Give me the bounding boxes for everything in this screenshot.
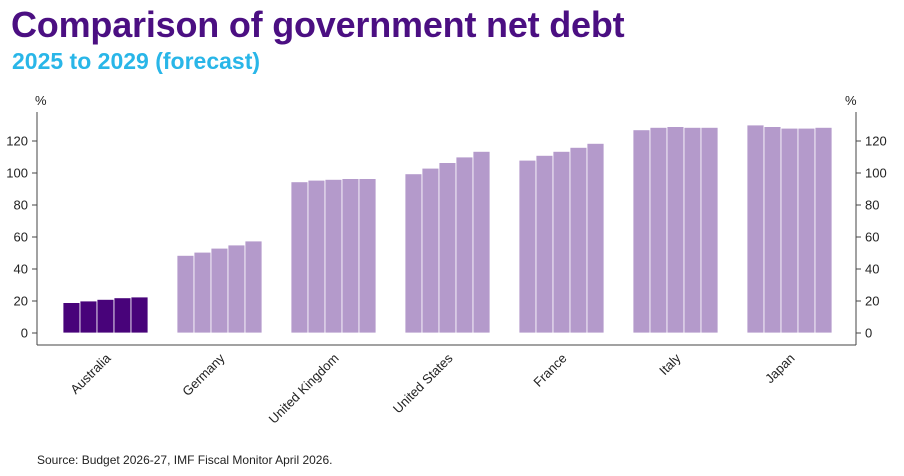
source-note: Source: Budget 2026-27, IMF Fiscal Monit… bbox=[37, 453, 333, 467]
bar-france-5 bbox=[586, 142, 605, 334]
y-tick-label-left: 40 bbox=[14, 262, 28, 277]
bar-united-states-5 bbox=[472, 150, 491, 334]
y-tick-label-right: 40 bbox=[865, 262, 879, 277]
bar-germany-1 bbox=[176, 254, 195, 334]
chart-subtitle: 2025 to 2029 (forecast) bbox=[12, 48, 261, 74]
bar-germany-3 bbox=[210, 247, 229, 334]
bar-united-states-2 bbox=[421, 167, 440, 334]
bar-australia-2 bbox=[79, 300, 98, 334]
bar-italy-5 bbox=[700, 127, 719, 334]
bar-australia-3 bbox=[96, 298, 115, 334]
y-unit-right: % bbox=[845, 93, 857, 108]
bar-germany-4 bbox=[227, 244, 246, 334]
x-category-label: United Kingdom bbox=[266, 351, 342, 427]
bar-japan-3 bbox=[780, 127, 799, 334]
x-category-label: Japan bbox=[762, 351, 798, 387]
x-category-label: France bbox=[530, 351, 569, 390]
chart-title: Comparison of government net debt bbox=[11, 4, 625, 45]
y-tick-label-right: 80 bbox=[865, 198, 879, 213]
bar-italy-3 bbox=[666, 126, 685, 334]
bar-france-3 bbox=[552, 150, 571, 334]
bar-italy-2 bbox=[649, 127, 668, 334]
bar-australia-1 bbox=[62, 302, 81, 334]
bar-united-kingdom-2 bbox=[307, 179, 326, 334]
bar-united-states-1 bbox=[404, 173, 423, 334]
bar-japan-2 bbox=[763, 126, 782, 334]
bar-japan-5 bbox=[814, 127, 833, 334]
y-tick-label-right: 0 bbox=[865, 326, 872, 341]
bar-japan-4 bbox=[797, 127, 816, 334]
bar-united-kingdom-4 bbox=[341, 178, 360, 334]
bar-france-1 bbox=[518, 159, 537, 334]
y-tick-label-left: 20 bbox=[14, 294, 28, 309]
y-unit-left: % bbox=[35, 93, 47, 108]
chart-bars bbox=[62, 124, 833, 334]
x-category-label: Germany bbox=[179, 350, 228, 399]
bar-united-kingdom-1 bbox=[290, 181, 309, 334]
y-tick-label-right: 60 bbox=[865, 230, 879, 245]
y-tick-label-right: 20 bbox=[865, 294, 879, 309]
bar-italy-4 bbox=[683, 127, 702, 334]
bar-australia-4 bbox=[113, 297, 132, 334]
y-tick-label-left: 0 bbox=[21, 326, 28, 341]
bar-germany-2 bbox=[193, 251, 212, 334]
bar-france-2 bbox=[535, 154, 554, 334]
y-tick-label-right: 100 bbox=[865, 166, 887, 181]
bar-italy-1 bbox=[632, 129, 651, 334]
chart-axes bbox=[32, 112, 861, 346]
bar-united-states-4 bbox=[455, 156, 474, 334]
x-category-label: United States bbox=[390, 350, 456, 416]
y-tick-label-left: 100 bbox=[6, 166, 28, 181]
bar-australia-5 bbox=[130, 296, 149, 334]
bar-france-4 bbox=[569, 146, 588, 334]
bar-germany-5 bbox=[244, 240, 263, 334]
bar-united-kingdom-5 bbox=[358, 178, 377, 334]
y-tick-label-right: 120 bbox=[865, 134, 887, 149]
x-category-label: Italy bbox=[656, 350, 684, 378]
y-tick-label-left: 60 bbox=[14, 230, 28, 245]
y-tick-label-left: 80 bbox=[14, 198, 28, 213]
bar-japan-1 bbox=[746, 124, 765, 334]
y-tick-label-left: 120 bbox=[6, 134, 28, 149]
x-category-label: Australia bbox=[67, 350, 114, 397]
bar-united-states-3 bbox=[438, 162, 457, 334]
bar-united-kingdom-3 bbox=[324, 178, 343, 334]
